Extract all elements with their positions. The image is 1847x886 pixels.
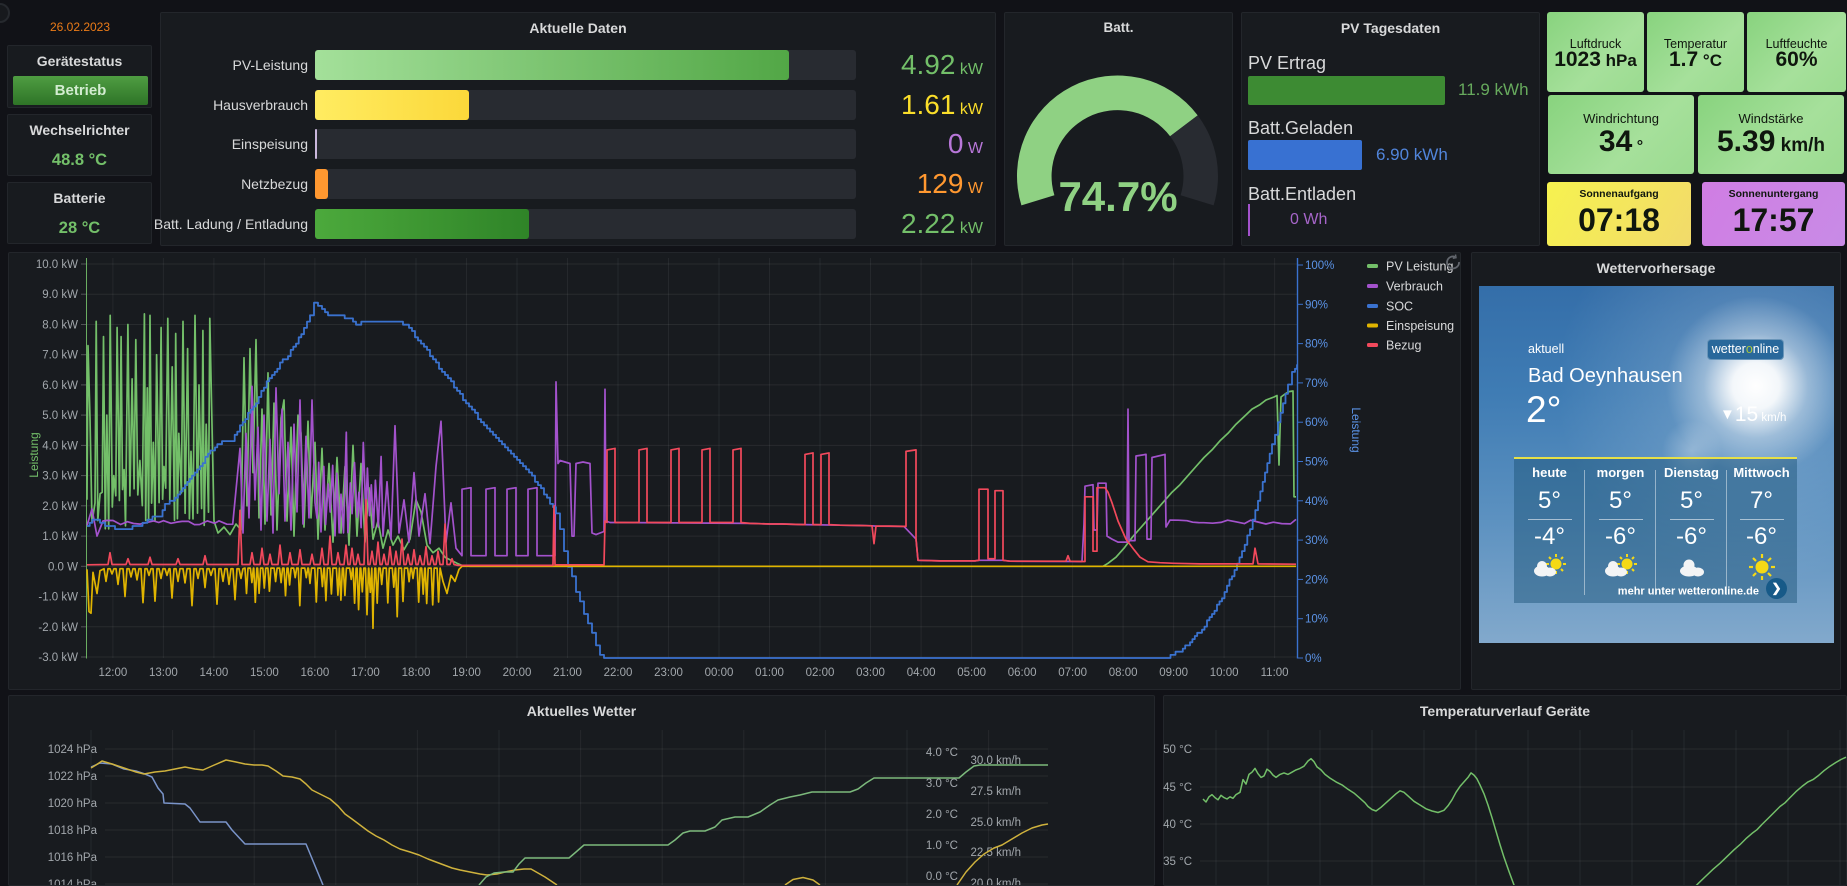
svg-text:-2.0 kW: -2.0 kW — [38, 622, 78, 634]
svg-text:1016 hPa: 1016 hPa — [48, 852, 98, 864]
svg-text:Leistung: Leistung — [1349, 407, 1363, 452]
svg-text:4.0 kW: 4.0 kW — [42, 440, 78, 452]
svg-text:21:00: 21:00 — [553, 667, 582, 679]
svg-text:40%: 40% — [1305, 496, 1328, 508]
svg-text:1018 hPa: 1018 hPa — [48, 825, 98, 837]
svg-text:90%: 90% — [1305, 299, 1328, 311]
svg-text:8.0 kW: 8.0 kW — [42, 320, 78, 332]
svg-text:35 °C: 35 °C — [1163, 856, 1192, 868]
svg-text:6.0 kW: 6.0 kW — [42, 380, 78, 392]
svg-text:1.0 kW: 1.0 kW — [42, 531, 78, 543]
svg-text:19:00: 19:00 — [452, 667, 481, 679]
svg-text:0.0 °C: 0.0 °C — [926, 871, 958, 883]
svg-text:50 °C: 50 °C — [1163, 744, 1192, 756]
svg-text:0%: 0% — [1305, 653, 1322, 665]
svg-text:03:00: 03:00 — [856, 667, 885, 679]
svg-text:20%: 20% — [1305, 574, 1328, 586]
svg-text:Leistung: Leistung — [27, 432, 41, 477]
svg-text:60%: 60% — [1305, 417, 1328, 429]
svg-text:05:00: 05:00 — [957, 667, 986, 679]
svg-text:45 °C: 45 °C — [1163, 782, 1192, 794]
svg-text:06:00: 06:00 — [1008, 667, 1037, 679]
svg-text:1.0 °C: 1.0 °C — [926, 840, 958, 852]
svg-text:08:00: 08:00 — [1109, 667, 1138, 679]
svg-text:3.0 °C: 3.0 °C — [926, 778, 958, 790]
svg-text:-1.0 kW: -1.0 kW — [38, 592, 78, 604]
svg-text:00:00: 00:00 — [705, 667, 734, 679]
svg-text:2.0 °C: 2.0 °C — [926, 809, 958, 821]
svg-text:74.7%: 74.7% — [1058, 173, 1177, 220]
svg-text:50%: 50% — [1305, 457, 1328, 469]
svg-text:1014 hPa: 1014 hPa — [48, 879, 98, 885]
svg-text:22:00: 22:00 — [604, 667, 633, 679]
svg-text:27.5 km/h: 27.5 km/h — [971, 786, 1022, 798]
svg-text:9.0 kW: 9.0 kW — [42, 289, 78, 301]
svg-text:20:00: 20:00 — [503, 667, 532, 679]
svg-text:18:00: 18:00 — [402, 667, 431, 679]
svg-text:3.0 kW: 3.0 kW — [42, 471, 78, 483]
svg-text:0.0 W: 0.0 W — [48, 561, 78, 573]
svg-text:Verbrauch: Verbrauch — [1386, 280, 1443, 294]
svg-text:1020 hPa: 1020 hPa — [48, 798, 98, 810]
svg-text:70%: 70% — [1305, 378, 1328, 390]
svg-text:-3.0 kW: -3.0 kW — [38, 652, 78, 664]
svg-text:1022 hPa: 1022 hPa — [48, 771, 98, 783]
svg-text:80%: 80% — [1305, 339, 1328, 351]
svg-text:15:00: 15:00 — [250, 667, 279, 679]
svg-text:PV Leistung: PV Leistung — [1386, 260, 1453, 274]
svg-text:SOC: SOC — [1386, 300, 1413, 314]
svg-text:10%: 10% — [1305, 614, 1328, 626]
svg-text:40 °C: 40 °C — [1163, 819, 1192, 831]
svg-text:30.0 km/h: 30.0 km/h — [971, 755, 1022, 767]
svg-text:Einspeisung: Einspeisung — [1386, 319, 1454, 333]
svg-text:5.0 kW: 5.0 kW — [42, 410, 78, 422]
svg-text:16:00: 16:00 — [301, 667, 330, 679]
svg-text:13:00: 13:00 — [149, 667, 178, 679]
svg-text:22.5 km/h: 22.5 km/h — [971, 847, 1022, 859]
svg-text:09:00: 09:00 — [1159, 667, 1188, 679]
svg-text:04:00: 04:00 — [907, 667, 936, 679]
svg-text:14:00: 14:00 — [200, 667, 229, 679]
svg-text:02:00: 02:00 — [806, 667, 835, 679]
svg-text:4.0 °C: 4.0 °C — [926, 747, 958, 759]
svg-text:20.0 km/h: 20.0 km/h — [971, 878, 1022, 885]
svg-text:07:00: 07:00 — [1058, 667, 1087, 679]
svg-text:25.0 km/h: 25.0 km/h — [971, 817, 1022, 829]
svg-text:Bezug: Bezug — [1386, 339, 1421, 353]
svg-text:01:00: 01:00 — [755, 667, 784, 679]
svg-text:1024 hPa: 1024 hPa — [48, 744, 98, 756]
svg-text:100%: 100% — [1305, 260, 1334, 272]
svg-text:17:00: 17:00 — [351, 667, 380, 679]
svg-text:23:00: 23:00 — [654, 667, 683, 679]
svg-text:11:00: 11:00 — [1261, 667, 1289, 679]
svg-text:30%: 30% — [1305, 535, 1328, 547]
svg-text:10.0 kW: 10.0 kW — [36, 259, 78, 271]
svg-text:2.0 kW: 2.0 kW — [42, 501, 78, 513]
svg-text:10:00: 10:00 — [1210, 667, 1239, 679]
svg-text:7.0 kW: 7.0 kW — [42, 350, 78, 362]
svg-text:12:00: 12:00 — [99, 667, 128, 679]
